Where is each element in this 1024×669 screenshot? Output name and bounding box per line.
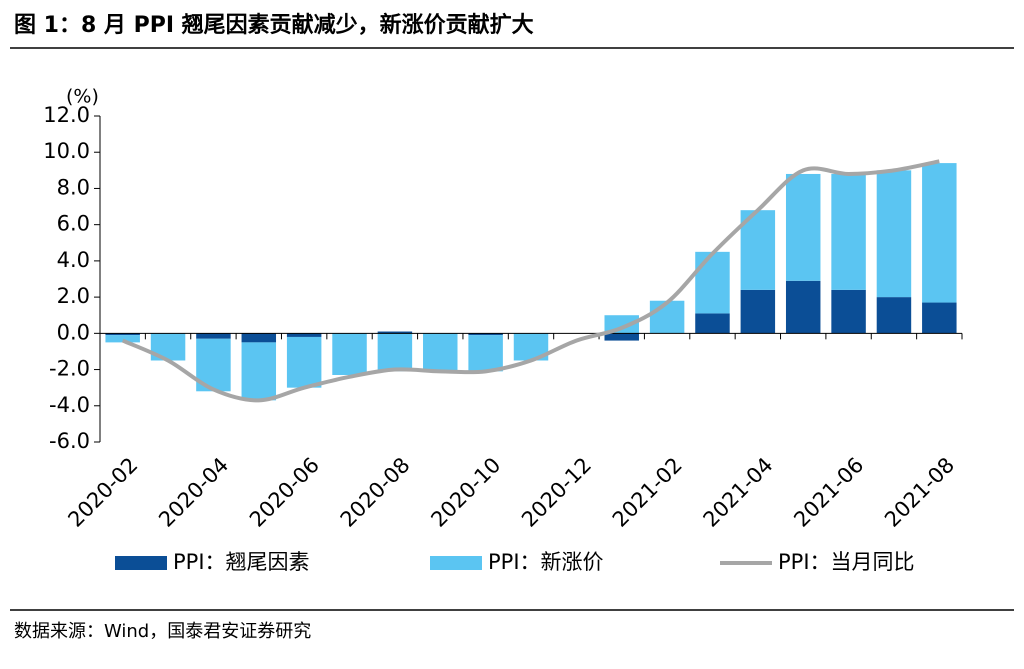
y-tick-label: 8.0 [57, 175, 90, 199]
bar [241, 342, 277, 401]
bar [423, 333, 458, 372]
bar [922, 163, 957, 303]
bar [286, 336, 322, 388]
chart-title: 图 1：8 月 PPI 翘尾因素贡献减少，新涨价贡献扩大 [14, 12, 534, 38]
x-tick-label: 2021-06 [789, 453, 868, 532]
bar [332, 333, 367, 375]
x-tick-label: 2020-02 [63, 453, 142, 532]
bar [695, 313, 730, 334]
bar [831, 173, 866, 290]
bar [241, 333, 277, 343]
x-tick-label: 2021-08 [880, 453, 959, 532]
y-tick-label: 0.0 [57, 320, 90, 344]
bar [740, 289, 776, 334]
x-tick-label: 2020-10 [426, 453, 505, 532]
y-tick-label: 2.0 [57, 284, 90, 308]
y-tick-label: -4.0 [49, 393, 90, 417]
bar [604, 333, 639, 341]
bar [468, 333, 503, 336]
source: 数据来源：Wind，国泰君安证券研究 [14, 621, 311, 642]
x-tick-label: 2020-04 [154, 453, 233, 532]
bar [831, 289, 866, 334]
y-axis-unit: (%) [66, 86, 99, 108]
legend-swatch [115, 556, 167, 570]
y-tick-label: -2.0 [49, 357, 90, 381]
x-tick-label: 2020-08 [336, 453, 415, 532]
bar [105, 335, 140, 343]
bar [196, 333, 231, 339]
bar [286, 333, 322, 337]
bar [377, 331, 413, 334]
bar [785, 173, 821, 281]
y-tick-label: 10.0 [43, 139, 90, 163]
bar [604, 315, 639, 334]
bar [876, 297, 912, 334]
line [121, 159, 940, 403]
y-tick-label: 12.0 [43, 103, 90, 127]
legend-swatch [430, 556, 482, 570]
y-tick-label: 4.0 [57, 248, 90, 272]
legend-label: PPI：新涨价 [488, 550, 604, 574]
legend-label: PPI：翘尾因素 [173, 550, 310, 574]
bar [876, 170, 912, 298]
x-tick-label: 2020-12 [517, 453, 596, 532]
bar [922, 302, 957, 334]
bar [649, 300, 685, 334]
y-tick-label: 6.0 [57, 212, 90, 236]
x-tick-label: 2020-06 [245, 453, 324, 532]
bar [695, 251, 730, 314]
bar [377, 333, 413, 372]
x-tick-label: 2021-04 [699, 453, 778, 532]
x-tick-label: 2021-02 [608, 453, 687, 532]
bar [105, 333, 140, 336]
y-tick-label: -6.0 [49, 429, 90, 453]
bar [468, 335, 503, 372]
bar [785, 280, 821, 334]
legend-label: PPI：当月同比 [778, 550, 915, 574]
